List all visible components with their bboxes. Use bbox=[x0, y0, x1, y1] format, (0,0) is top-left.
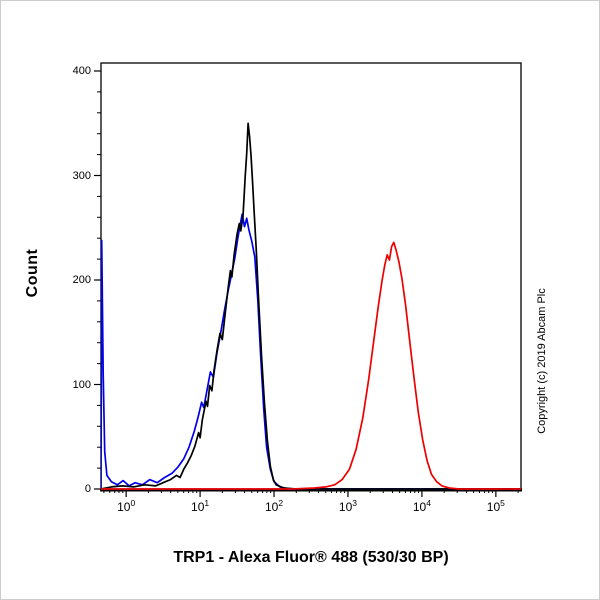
red-sample-histogram bbox=[101, 241, 521, 490]
x-tick-label: 102 bbox=[264, 498, 284, 514]
x-tick-label: 103 bbox=[338, 498, 358, 514]
copyright-text: Copyright (c) 2019 Abcam Plc bbox=[536, 288, 548, 434]
x-tick-label: 105 bbox=[486, 498, 505, 514]
x-tick-label: 104 bbox=[412, 498, 431, 514]
blue-control-histogram bbox=[101, 213, 521, 490]
y-tick-label: 200 bbox=[72, 274, 91, 286]
y-tick-label: 400 bbox=[72, 65, 91, 77]
y-tick-label: 100 bbox=[72, 378, 91, 391]
x-tick-label: 100 bbox=[117, 498, 136, 514]
x-tick-label: 101 bbox=[191, 498, 210, 514]
y-axis-label: Count bbox=[24, 248, 41, 298]
chart-title: TRP1 - Alexa Fluor® 488 (530/30 BP) bbox=[173, 549, 449, 566]
y-tick-label: 0 bbox=[84, 483, 91, 495]
y-tick-label: 300 bbox=[72, 169, 91, 182]
black-control-histogram bbox=[101, 122, 521, 490]
